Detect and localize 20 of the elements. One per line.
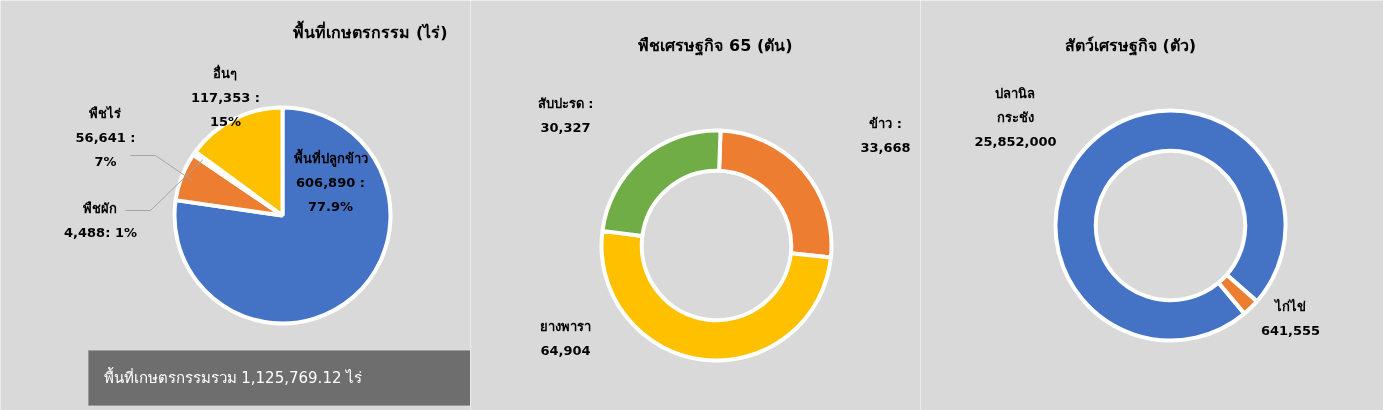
slice-label: ไก่ไข่	[1273, 297, 1306, 314]
chart-title: พื้นที่เกษตรกรรม (ไร่)	[293, 20, 448, 42]
data-label: 64,904	[540, 342, 591, 358]
chart-title: สัตว์เศรษฐกิจ (ตัว)	[1064, 36, 1197, 56]
slice-label: พื้นที่ปลูกข้าว	[293, 147, 368, 167]
text: พื้นที่เกษตรกรรมรวม 1,125,769.12 ไร่	[103, 367, 363, 387]
slice-label: อื่นๆ	[213, 63, 238, 81]
slice-label: พืชไร่	[89, 104, 122, 121]
slice-label: ยางพารา	[540, 318, 591, 334]
chart-title: พืชเศรษฐกิจ 65 (ตัน)	[638, 36, 793, 56]
data-label: 606,890 : 77.9%	[296, 174, 365, 214]
slice-label: ปลานิล กระชัง	[995, 85, 1036, 125]
data-label: 25,852,000	[974, 133, 1057, 149]
data-label: 117,353 : 15%	[191, 89, 260, 129]
slice-label: ข้าว : 33,668	[860, 115, 911, 155]
data-label: 641,555	[1260, 322, 1321, 338]
data-label: 4,488: 1%	[64, 224, 137, 240]
slice-label: พืชผัก	[83, 200, 118, 216]
slice-label: สับปะรด : 30,327	[537, 95, 594, 135]
data-label: 56,641 : 7%	[75, 129, 136, 169]
